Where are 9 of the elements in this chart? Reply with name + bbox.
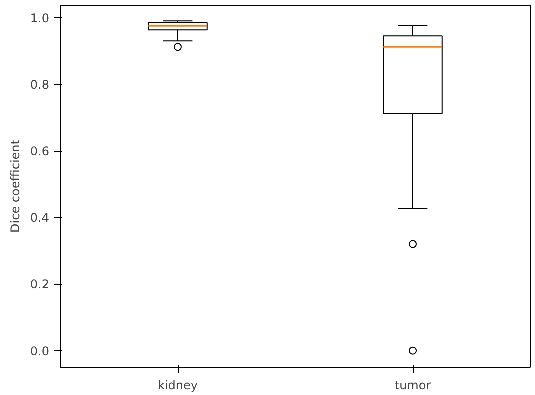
y-tick-label: 0.0: [30, 344, 50, 358]
y-tick-label: 0.8: [30, 78, 50, 92]
x-tick-label: tumor: [394, 378, 432, 392]
y-tick-label: 0.4: [30, 211, 50, 226]
y-axis-title: Dice coefficient: [8, 140, 22, 233]
y-tick-label: 1.0: [30, 11, 50, 26]
y-tick-label: 0.2: [30, 278, 50, 292]
x-tick-label: kidney: [158, 378, 198, 392]
y-tick-label: 0.6: [30, 144, 50, 159]
